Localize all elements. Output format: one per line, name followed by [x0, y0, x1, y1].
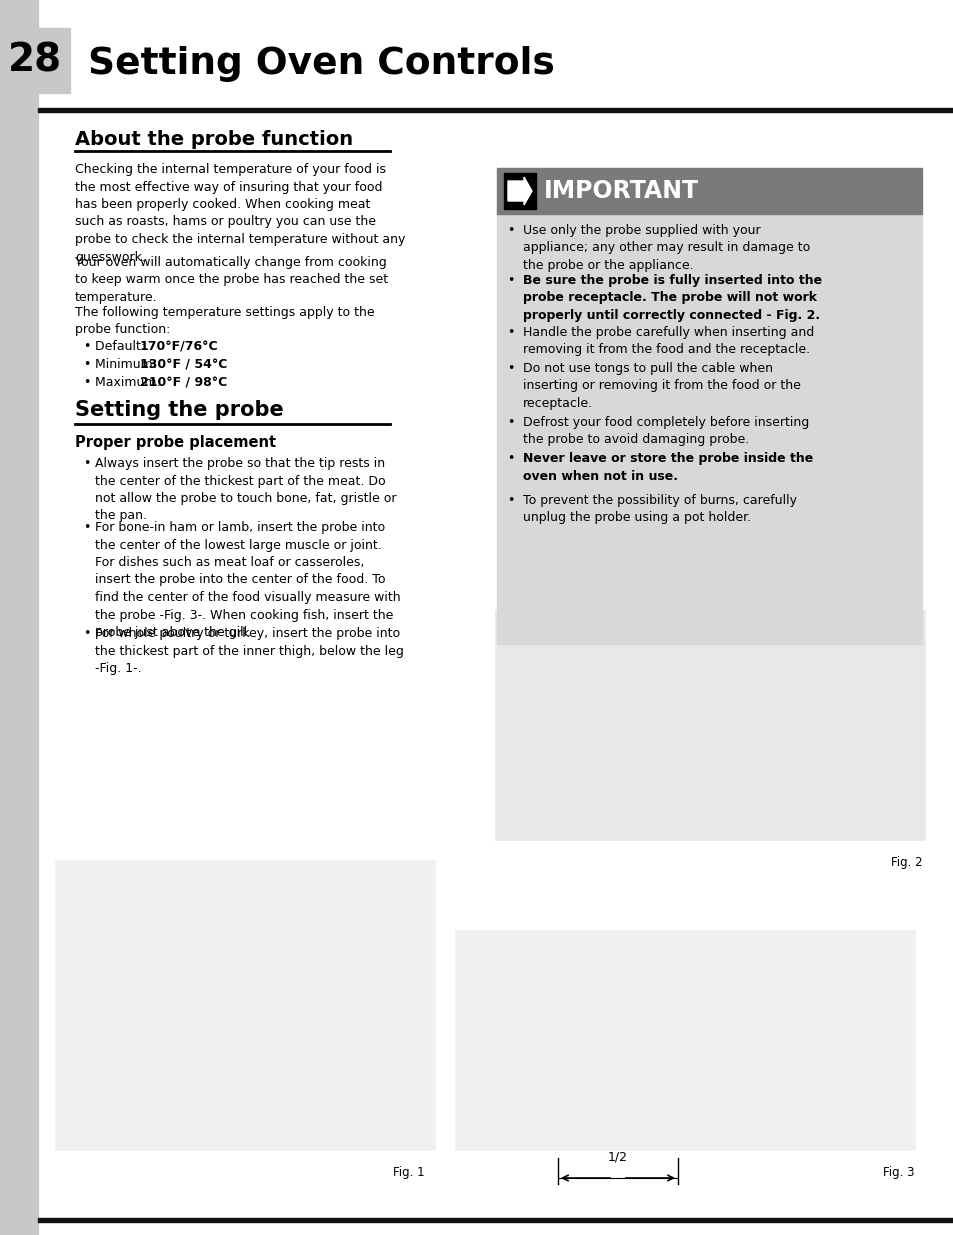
Bar [497, 168, 921, 214]
Text: IMPORTANT: IMPORTANT [543, 179, 699, 203]
Text: •: • [83, 457, 91, 471]
Bar [503, 173, 536, 209]
Bar [38, 107, 953, 112]
Text: Setting the probe: Setting the probe [75, 400, 283, 420]
Text: Your oven will automatically change from cooking
to keep warm once the probe has: Your oven will automatically change from… [75, 256, 388, 304]
Bar [455, 930, 914, 1150]
Text: Maximum:: Maximum: [95, 375, 165, 389]
Text: 170°F/76°C: 170°F/76°C [139, 340, 218, 353]
Text: •: • [506, 494, 514, 508]
Bar [38, 1218, 953, 1221]
Text: •: • [506, 452, 514, 466]
Text: Proper probe placement: Proper probe placement [75, 435, 275, 450]
Text: •: • [83, 358, 91, 370]
Text: Checking the internal temperature of your food is
the most effective way of insu: Checking the internal temperature of you… [75, 163, 405, 263]
Text: For whole poultry or turkey, insert the probe into
the thickest part of the inne: For whole poultry or turkey, insert the … [95, 627, 403, 676]
Text: Minimum:: Minimum: [95, 358, 161, 370]
Text: •: • [83, 340, 91, 353]
Bar [495, 610, 924, 840]
Text: To prevent the possibility of burns, carefully
unplug the probe using a pot hold: To prevent the possibility of burns, car… [522, 494, 796, 525]
Bar [0, 28, 70, 93]
Text: •: • [506, 326, 514, 338]
Text: Default:: Default: [95, 340, 149, 353]
Text: For bone-in ham or lamb, insert the probe into
the center of the lowest large mu: For bone-in ham or lamb, insert the prob… [95, 521, 400, 638]
Text: The following temperature settings apply to the
probe function:: The following temperature settings apply… [75, 306, 375, 336]
Text: Do not use tongs to pull the cable when
inserting or removing it from the food o: Do not use tongs to pull the cable when … [522, 362, 800, 410]
Bar [497, 214, 921, 643]
Text: 28: 28 [8, 42, 62, 80]
Text: 1/2: 1/2 [607, 1150, 627, 1163]
Text: Defrost your food completely before inserting
the probe to avoid damaging probe.: Defrost your food completely before inse… [522, 416, 808, 447]
Text: Fig. 3: Fig. 3 [882, 1166, 914, 1179]
Text: •: • [506, 362, 514, 375]
Text: •: • [83, 375, 91, 389]
Text: •: • [506, 416, 514, 429]
Bar [0, 0, 38, 1235]
Text: •: • [506, 224, 514, 237]
Text: Be sure the probe is fully inserted into the
probe receptacle. The probe will no: Be sure the probe is fully inserted into… [522, 274, 821, 322]
Text: Handle the probe carefully when inserting and
removing it from the food and the : Handle the probe carefully when insertin… [522, 326, 814, 357]
Text: About the probe function: About the probe function [75, 130, 353, 149]
Text: 130°F / 54°C: 130°F / 54°C [139, 358, 227, 370]
Text: Fig. 2: Fig. 2 [890, 856, 923, 869]
Text: Always insert the probe so that the tip rests in
the center of the thickest part: Always insert the probe so that the tip … [95, 457, 396, 522]
Text: 210°F / 98°C: 210°F / 98°C [139, 375, 227, 389]
Bar [55, 860, 435, 1150]
Text: Setting Oven Controls: Setting Oven Controls [88, 46, 554, 82]
Text: •: • [83, 627, 91, 640]
Text: Fig. 1: Fig. 1 [393, 1166, 424, 1179]
Text: •: • [506, 274, 514, 287]
Text: Never leave or store the probe inside the
oven when not in use.: Never leave or store the probe inside th… [522, 452, 812, 483]
Text: Use only the probe supplied with your
appliance; any other may result in damage : Use only the probe supplied with your ap… [522, 224, 809, 272]
Polygon shape [507, 177, 532, 205]
Text: •: • [83, 521, 91, 534]
